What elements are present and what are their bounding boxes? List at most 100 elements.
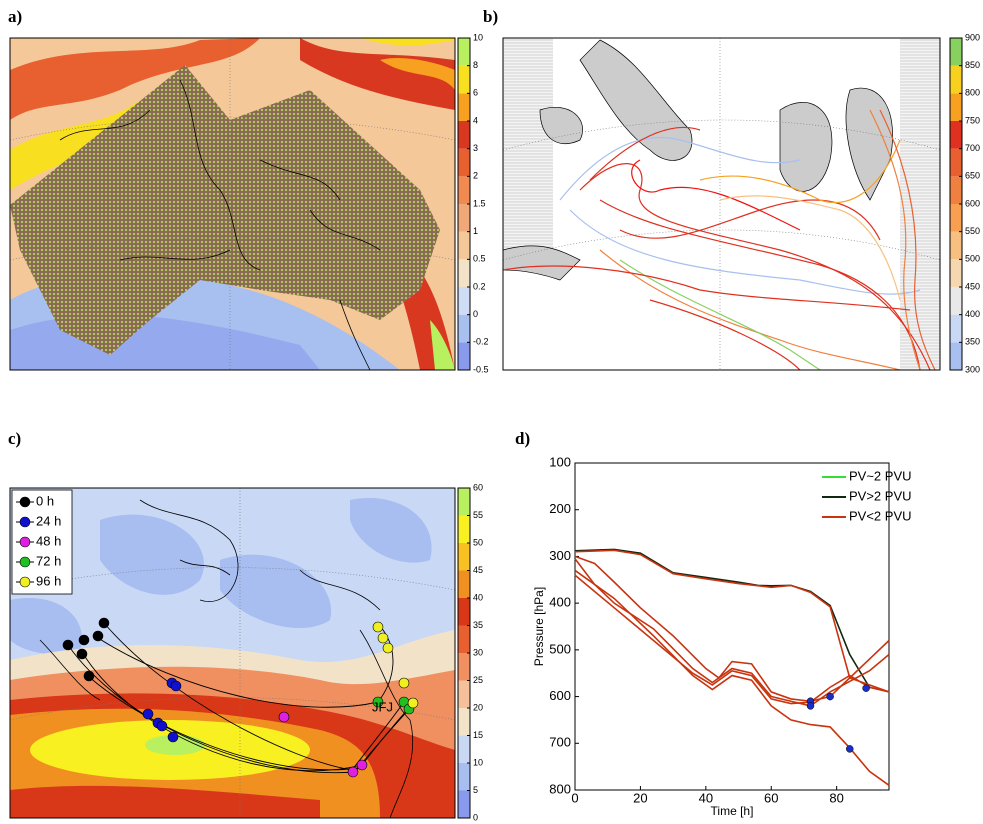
map-b: [503, 38, 940, 370]
legend-label: PV~2 PVU: [849, 468, 912, 483]
colorbar-level: [950, 231, 962, 260]
colorbar-level: [458, 488, 470, 516]
colorbar-tick-label: 10: [473, 32, 483, 42]
colorbar-level: [950, 93, 962, 121]
colorbar-tick-label: 30: [473, 647, 483, 657]
legend-label: 24 h: [36, 513, 61, 528]
colorbar-tick-label: 850: [965, 60, 980, 70]
colorbar-tick-label: 0.2: [473, 281, 486, 291]
legend-label: 96 h: [36, 573, 61, 588]
colorbar-tick-label: 450: [965, 281, 980, 291]
colorbar-tick-label: 6: [473, 88, 478, 98]
panel-label: b): [483, 7, 498, 26]
legend-marker: [19, 556, 31, 568]
legend-label: 48 h: [36, 533, 61, 548]
colorbar-level: [458, 790, 470, 818]
trajectory-line: [574, 558, 890, 707]
colorbar-tick-label: 45: [473, 565, 483, 575]
colorbar-level: [458, 598, 470, 626]
trajectory-line: [574, 574, 890, 705]
y-tick-label: 100: [549, 454, 571, 469]
colorbar-level: [458, 148, 470, 177]
colorbar-tick-label: 4: [473, 115, 478, 125]
colorbar-level: [950, 259, 962, 287]
colorbar-tick-label: 1: [473, 226, 478, 236]
colorbar-level: [458, 259, 470, 287]
colorbar-level: [458, 680, 470, 708]
legend-label: 72 h: [36, 553, 61, 568]
colorbar-tick-label: -0.2: [473, 337, 489, 347]
colorbar-tick-label: 5: [473, 785, 478, 795]
x-tick-label: 80: [829, 790, 843, 805]
colorbar-level: [458, 653, 470, 681]
legend-marker: [19, 516, 31, 528]
legend-marker: [19, 496, 31, 508]
y-tick-label: 600: [549, 688, 571, 703]
colorbar-tick-label: 55: [473, 510, 483, 520]
colorbar-tick-label: 500: [965, 254, 980, 264]
y-tick-label: 700: [549, 735, 571, 750]
colorbar-level: [458, 515, 470, 543]
panel-label: c): [8, 429, 21, 448]
legend-label: PV<2 PVU: [849, 508, 912, 523]
colorbar-tick-label: 1.5: [473, 198, 486, 208]
colorbar-tick-label: 50: [473, 537, 483, 547]
legend-marker: [19, 536, 31, 548]
colorbar-level: [458, 231, 470, 260]
colorbar-tick-label: 10: [473, 757, 483, 767]
colorbar-level: [458, 287, 470, 315]
colorbar-level: [458, 625, 470, 653]
colorbar-level: [458, 342, 470, 370]
colorbar-tick-label: 25: [473, 675, 483, 685]
x-tick-label: 40: [699, 790, 713, 805]
legend-label: PV>2 PVU: [849, 488, 912, 503]
colorbar-level: [950, 342, 962, 370]
colorbar-tick-label: 0: [473, 309, 478, 319]
colorbar-level: [458, 763, 470, 791]
trajectory-line: [574, 548, 890, 693]
y-tick-label: 200: [549, 501, 571, 516]
colorbar-tick-label: 0: [473, 812, 478, 822]
x-tick-label: 20: [633, 790, 647, 805]
colorbar-level: [458, 735, 470, 763]
colorbar-level: [950, 287, 962, 315]
colorbar-tick-label: 700: [965, 143, 980, 153]
colorbar-tick-label: 750: [965, 115, 980, 125]
colorbar-tick-label: 60: [473, 482, 483, 492]
colorbar-level: [458, 176, 470, 204]
colorbar-level: [950, 176, 962, 204]
colorbar-tick-label: 350: [965, 337, 980, 347]
colorbar-tick-label: 3: [473, 143, 478, 153]
map-c: [10, 488, 455, 818]
map-a: [10, 38, 455, 370]
colorbar-level: [950, 148, 962, 177]
x-tick-label: 0: [571, 790, 578, 805]
y-tick-label: 500: [549, 641, 571, 656]
panel-label: d): [515, 429, 530, 448]
colorbar-tick-label: 8: [473, 60, 478, 70]
legend-marker: [19, 576, 31, 588]
trajectory-line: [574, 569, 890, 786]
colorbar-level: [458, 204, 470, 232]
colorbar-tick-label: 0.5: [473, 254, 486, 264]
colorbar-tick-label: 2: [473, 171, 478, 181]
colorbar-tick-label: 550: [965, 226, 980, 236]
colorbar-level: [950, 314, 962, 343]
colorbar-tick-label: 35: [473, 620, 483, 630]
colorbar-tick-label: 900: [965, 32, 980, 42]
colorbar-level: [458, 708, 470, 736]
marker: [826, 692, 834, 701]
annotation: JFJ: [372, 699, 393, 714]
colorbar-tick-label: 600: [965, 198, 980, 208]
colorbar-level: [458, 38, 470, 66]
colorbar-level: [458, 121, 470, 149]
colorbar-level: [458, 93, 470, 121]
colorbar-level: [950, 38, 962, 66]
colorbar-tick-label: 300: [965, 364, 980, 374]
colorbar-tick-label: 800: [965, 88, 980, 98]
marker: [846, 745, 854, 753]
colorbar-level: [458, 314, 470, 343]
colorbar-level: [950, 204, 962, 232]
colorbar-level: [950, 121, 962, 149]
